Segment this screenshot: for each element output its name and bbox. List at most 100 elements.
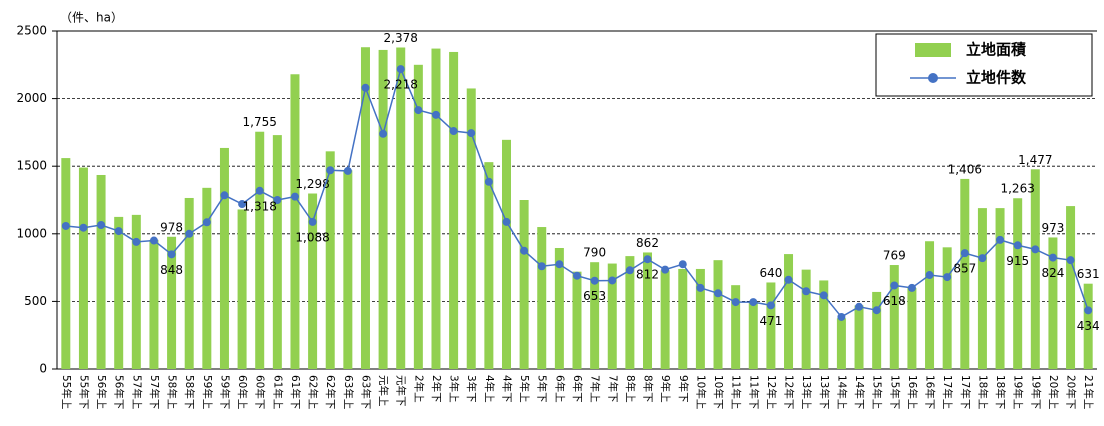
line-marker (766, 301, 775, 310)
line-marker (872, 306, 881, 315)
x-tick-label: 55年上 (60, 375, 73, 409)
x-tick-label: 63年下 (359, 375, 372, 409)
x-tick-label: 13年上 (800, 375, 813, 409)
bar-value-label: 2,378 (384, 31, 418, 45)
x-tick-label: 2年上 (412, 375, 425, 403)
bar (942, 247, 952, 369)
line-marker (114, 227, 123, 236)
bar-value-label: 1,406 (948, 162, 982, 176)
bar (96, 174, 106, 369)
bar (78, 167, 88, 369)
bar-value-label: 1,755 (243, 115, 277, 129)
line-marker (396, 65, 405, 74)
bar (537, 227, 547, 369)
line-value-label: 618 (883, 294, 906, 308)
x-tick-label: 8年上 (624, 375, 637, 403)
bar (114, 216, 124, 369)
x-tick-label: 58年下 (183, 375, 196, 409)
legend-label: 立地件数 (966, 69, 1027, 87)
x-tick-label: 10年下 (712, 375, 725, 409)
bar (695, 268, 705, 369)
bar (748, 302, 758, 369)
x-tick-label: 60年下 (254, 375, 267, 409)
x-tick-label: 4年上 (483, 375, 496, 403)
line-marker (202, 218, 211, 227)
x-tick-label: 14年下 (853, 375, 866, 409)
bar (184, 197, 194, 369)
bar-value-label: 973 (1041, 221, 1064, 235)
bar (801, 269, 811, 369)
line-marker (802, 287, 811, 296)
bar (607, 263, 617, 369)
y-tick-label: 2000 (16, 91, 47, 105)
bar (889, 265, 899, 369)
x-tick-label: 62年上 (307, 375, 320, 409)
line-marker (1066, 256, 1075, 265)
y-axis-label: （件、ha） (60, 11, 123, 25)
legend-swatch (928, 73, 938, 83)
x-tick-label: 18年上 (976, 375, 989, 409)
x-tick-label: 57年下 (148, 375, 161, 409)
line-marker (167, 250, 176, 259)
bar (290, 74, 300, 369)
x-tick-label: 15年下 (888, 375, 901, 409)
bar (149, 239, 159, 369)
x-tick-label: 55年下 (77, 375, 90, 409)
x-tick-label: 5年上 (518, 375, 531, 403)
bar (449, 51, 459, 370)
bar (1066, 206, 1076, 369)
x-tick-label: 16年上 (906, 375, 919, 409)
legend-swatch (915, 43, 951, 57)
x-tick-label: 13年下 (818, 375, 831, 409)
x-tick-label: 7年下 (606, 375, 619, 403)
x-tick-label: 7年上 (589, 375, 602, 403)
line-marker (625, 266, 634, 275)
x-tick-label: 19年上 (1012, 375, 1025, 409)
line-marker (978, 254, 987, 263)
bar (977, 208, 987, 369)
x-tick-label: 21年上 (1082, 375, 1095, 409)
x-tick-label: 15年上 (871, 375, 884, 409)
line-marker (1048, 253, 1057, 262)
bar (960, 178, 970, 369)
line-marker (996, 235, 1005, 244)
legend-label: 立地面積 (966, 41, 1027, 59)
y-tick-label: 2500 (16, 24, 47, 38)
bar (202, 187, 212, 369)
line-marker (608, 276, 617, 285)
line-marker (343, 166, 352, 175)
line-marker (590, 276, 599, 285)
line-marker (537, 262, 546, 271)
x-tick-label: 5年下 (536, 375, 549, 403)
line-marker (61, 221, 70, 230)
bar (625, 256, 635, 369)
line-value-label: 1,318 (243, 199, 277, 213)
bar (660, 270, 670, 369)
bar (167, 236, 177, 369)
line-marker (573, 271, 581, 280)
x-tick-label: 19年下 (1029, 375, 1042, 409)
bar-value-label: 1,477 (1018, 153, 1052, 167)
legend-box (875, 33, 1093, 97)
bar (1030, 169, 1040, 369)
x-tick-label: 16年下 (924, 375, 937, 409)
line-marker (467, 129, 476, 138)
line-marker (185, 229, 194, 238)
bar (731, 285, 741, 369)
bar (325, 151, 335, 369)
line-marker (308, 217, 317, 226)
bar (1048, 237, 1058, 369)
x-tick-label: 61年下 (289, 375, 302, 409)
x-tick-label: 10年上 (694, 375, 707, 409)
bar (396, 47, 406, 370)
x-tick-label: 11年下 (747, 375, 760, 409)
x-tick-label: 20年下 (1065, 375, 1078, 409)
x-tick-label: 11年上 (730, 375, 743, 409)
bar (61, 158, 71, 369)
bar (784, 254, 794, 369)
bar (131, 214, 141, 369)
line-marker (855, 302, 864, 311)
line-marker (643, 255, 652, 264)
x-tick-label: 59年下 (218, 375, 231, 409)
